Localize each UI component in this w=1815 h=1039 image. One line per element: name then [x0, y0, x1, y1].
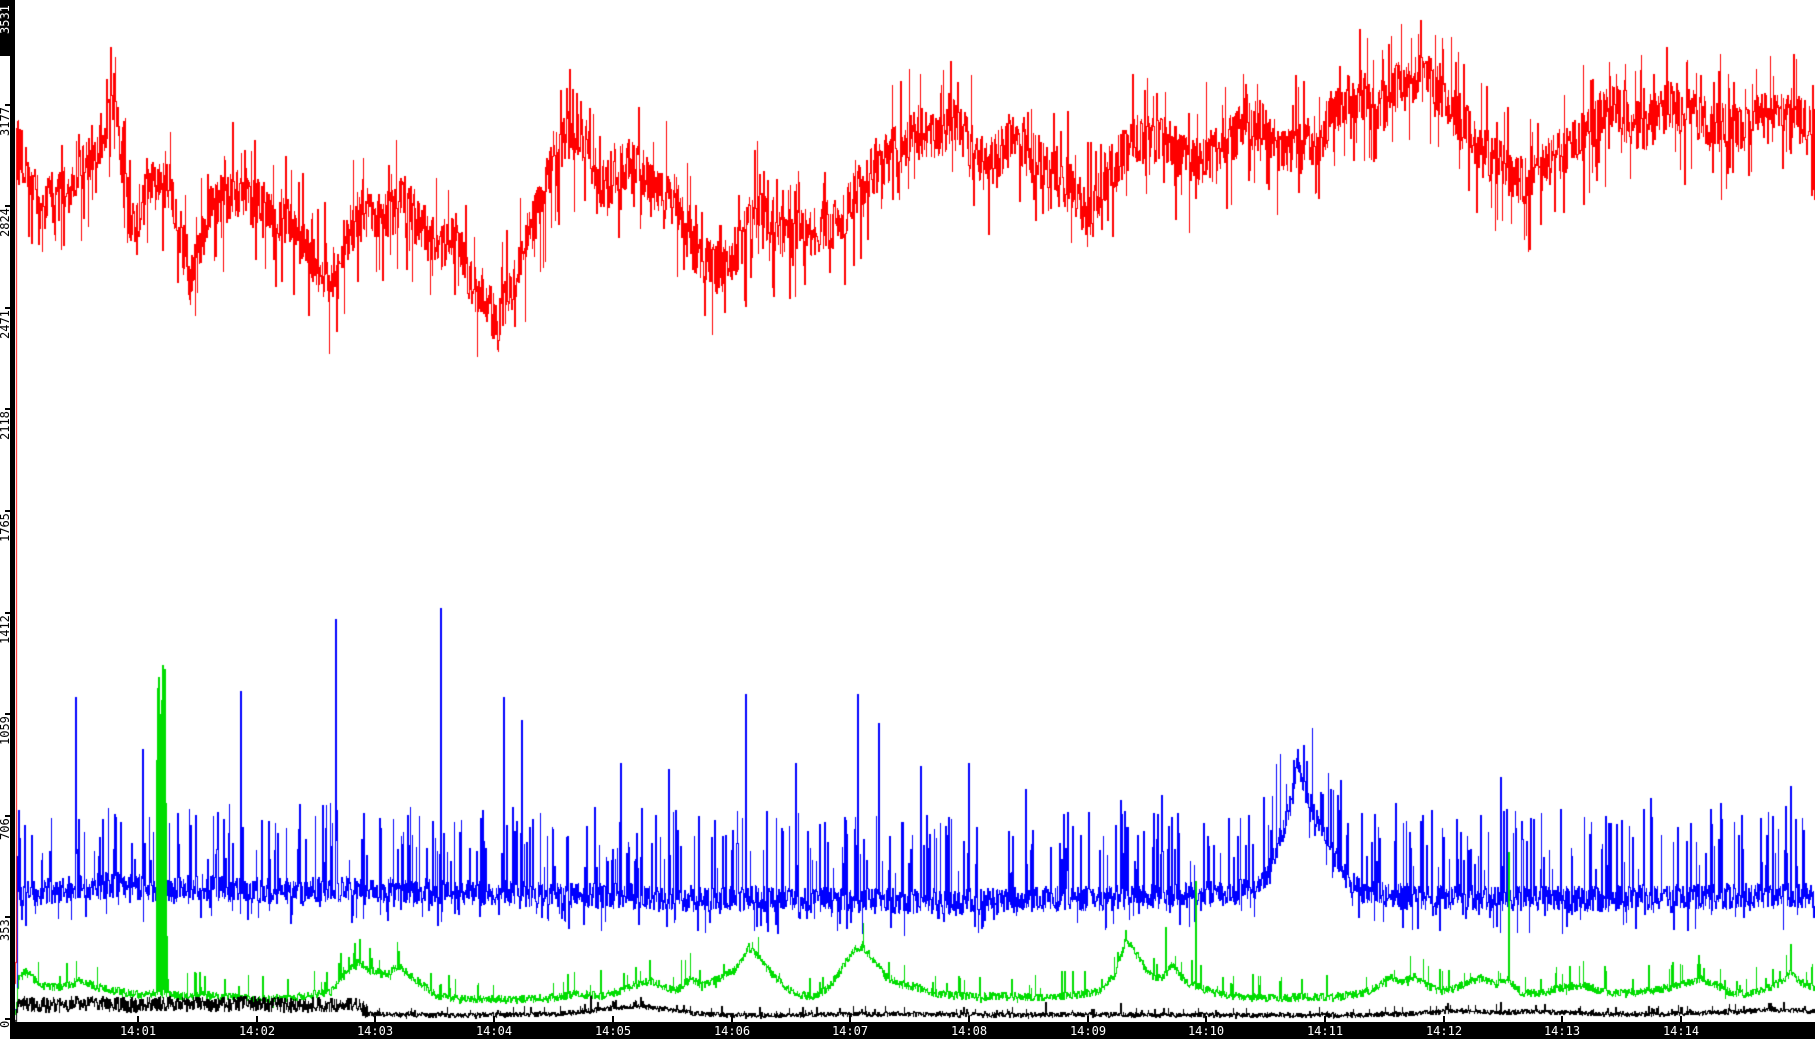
x-axis-tick: [1324, 1016, 1326, 1023]
y-axis-label: 3177: [0, 107, 12, 137]
y-axis-label: 1059: [0, 716, 12, 746]
x-axis-label: 14:05: [594, 1024, 632, 1038]
y-axis-tick: [5, 104, 10, 106]
x-axis-tick: [1680, 1016, 1682, 1023]
y-axis-tick: [5, 205, 10, 207]
x-axis-label: 14:09: [1069, 1024, 1107, 1038]
y-axis-bar: [10, 0, 15, 1039]
x-axis-tick: [256, 1016, 258, 1023]
x-axis-label: 14:02: [238, 1024, 276, 1038]
y-axis-tick: [5, 307, 10, 309]
x-axis-label: 14:07: [831, 1024, 869, 1038]
x-axis-tick: [137, 1016, 139, 1023]
x-axis-bar: [15, 1022, 1815, 1039]
y-axis-tick: [5, 1018, 10, 1020]
x-axis-tick: [374, 1016, 376, 1023]
y-axis-label: 1765: [0, 513, 12, 543]
y-axis-max-label-box: [0, 0, 15, 56]
x-axis-tick: [849, 1016, 851, 1023]
x-axis-tick: [1087, 1016, 1089, 1023]
x-axis-tick: [731, 1016, 733, 1023]
x-axis-tick: [1205, 1016, 1207, 1023]
y-axis-tick: [5, 916, 10, 918]
x-axis-label: 14:11: [1306, 1024, 1344, 1038]
x-axis-label: 14:14: [1662, 1024, 1700, 1038]
x-axis-tick: [1443, 1016, 1445, 1023]
x-axis-label: 14:03: [356, 1024, 394, 1038]
x-axis-tick: [612, 1016, 614, 1023]
y-axis-label: 1412: [0, 615, 12, 645]
y-axis-label: 2824: [0, 208, 12, 238]
x-axis-label: 14:08: [950, 1024, 988, 1038]
x-axis-tick: [493, 1016, 495, 1023]
y-axis-tick: [5, 612, 10, 614]
y-axis-label: 3531: [0, 5, 12, 35]
x-axis-label: 14:13: [1543, 1024, 1581, 1038]
x-axis-label: 14:01: [119, 1024, 157, 1038]
x-axis-label: 14:06: [713, 1024, 751, 1038]
x-axis-label: 14:04: [475, 1024, 513, 1038]
x-axis-tick: [968, 1016, 970, 1023]
x-axis-label: 14:12: [1425, 1024, 1463, 1038]
y-axis-label: 2471: [0, 310, 12, 340]
y-axis-label: 706: [0, 818, 12, 840]
y-axis-label: 353: [0, 919, 12, 941]
y-axis-tick: [5, 408, 10, 410]
y-axis-label: 2118: [0, 411, 12, 441]
x-axis-tick: [1561, 1016, 1563, 1023]
y-axis-tick: [5, 510, 10, 512]
y-axis-label: 0: [0, 1021, 12, 1028]
y-axis-tick: [5, 815, 10, 817]
y-axis-tick: [5, 713, 10, 715]
x-axis-label: 14:10: [1187, 1024, 1225, 1038]
